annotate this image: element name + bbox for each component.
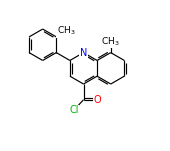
Text: CH$_3$: CH$_3$ — [57, 25, 75, 37]
Text: Cl: Cl — [69, 105, 79, 115]
Text: CH$_3$: CH$_3$ — [101, 35, 120, 48]
Text: N: N — [80, 48, 87, 58]
Text: O: O — [94, 95, 101, 105]
